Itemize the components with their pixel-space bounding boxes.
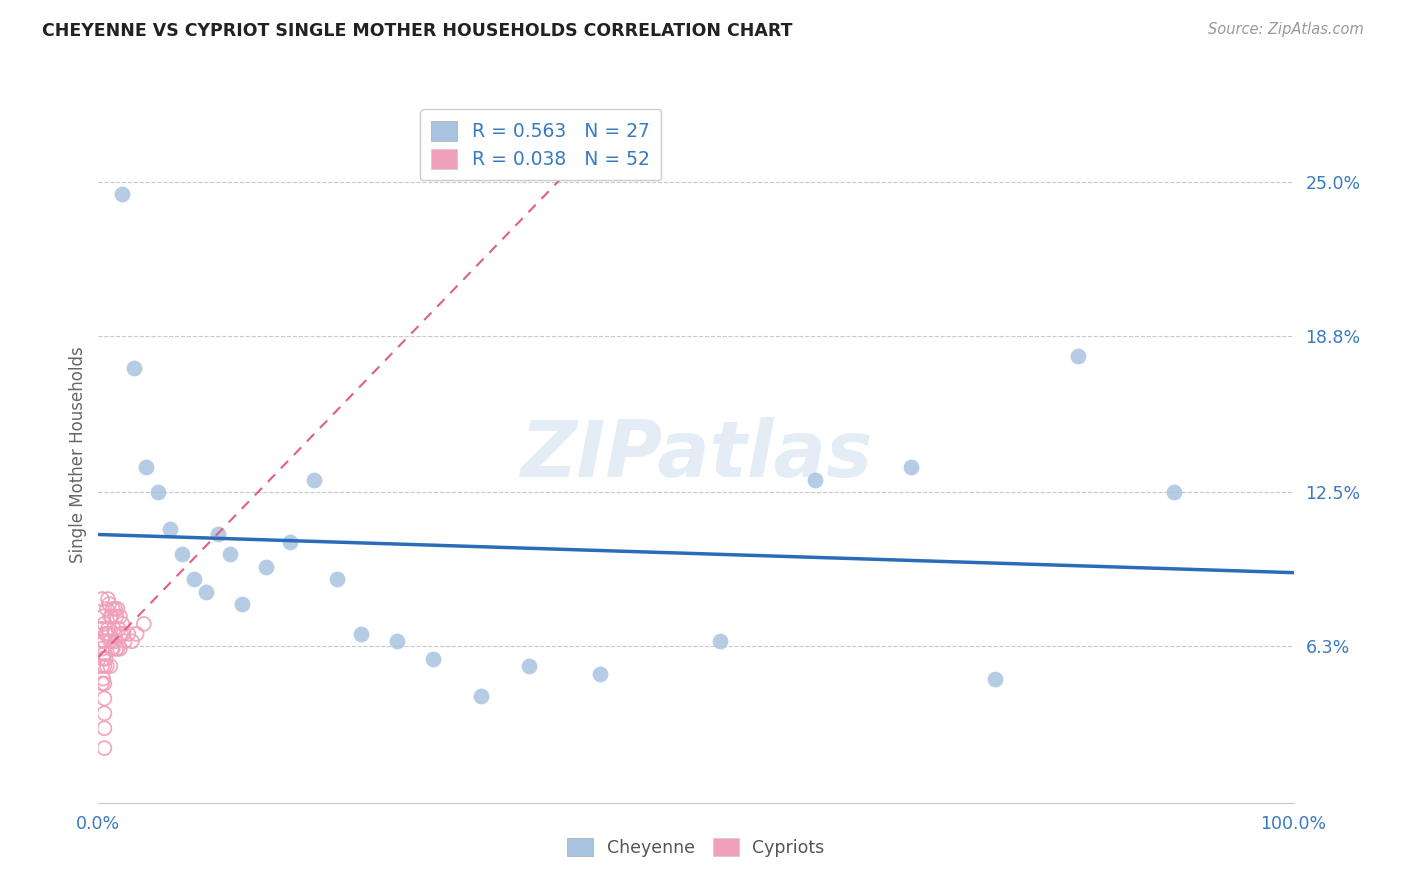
Point (350, 627, 373, 641)
Point (91, 659, 114, 673)
Point (93, 691, 115, 706)
Point (132, 616, 155, 631)
Point (101, 641, 124, 656)
Point (148, 485, 170, 500)
Point (709, 634, 731, 648)
Point (98, 609, 122, 624)
Y-axis label: Single Mother Households: Single Mother Households (69, 347, 87, 563)
Point (111, 616, 134, 631)
Point (98, 634, 122, 648)
Point (93, 616, 115, 631)
Legend: Cheyenne, Cypriots: Cheyenne, Cypriots (560, 831, 832, 863)
Point (93, 721, 115, 735)
Point (159, 523, 181, 537)
Point (98, 597, 121, 611)
Point (107, 622, 129, 636)
Point (1067, 349, 1090, 363)
Point (117, 627, 139, 641)
Point (96, 627, 118, 641)
Point (422, 651, 444, 665)
Point (207, 527, 229, 541)
Point (97, 622, 120, 636)
Point (219, 547, 242, 561)
Point (91, 651, 114, 665)
Point (517, 659, 540, 673)
Point (135, 460, 157, 475)
Point (93, 647, 115, 661)
Point (91, 634, 114, 648)
Point (93, 706, 115, 721)
Point (93, 741, 115, 756)
Point (101, 602, 124, 616)
Point (91, 641, 114, 656)
Text: ZIPatlas: ZIPatlas (520, 417, 872, 493)
Point (254, 559, 277, 574)
Point (91, 672, 114, 686)
Point (470, 689, 492, 703)
Point (104, 634, 127, 648)
Point (94, 627, 117, 641)
Point (98, 659, 122, 673)
Point (107, 641, 129, 656)
Point (100, 641, 122, 656)
Point (125, 627, 148, 641)
Point (91, 676, 114, 690)
Point (278, 535, 301, 549)
Point (104, 602, 127, 616)
Point (105, 641, 128, 656)
Point (114, 634, 136, 648)
Point (91, 622, 114, 636)
Point (93, 659, 115, 673)
Point (804, 473, 827, 487)
Point (112, 627, 135, 641)
Point (97, 592, 120, 607)
Point (103, 622, 125, 636)
Point (93, 634, 115, 648)
Point (91, 592, 114, 607)
Point (124, 361, 146, 376)
Point (96, 659, 118, 673)
Point (93, 676, 115, 690)
Point (96, 602, 118, 616)
Point (94, 651, 117, 665)
Point (91, 609, 114, 624)
Point (1163, 485, 1185, 500)
Point (98, 627, 121, 641)
Point (111, 187, 134, 202)
Point (231, 597, 253, 611)
Point (105, 609, 128, 624)
Point (194, 584, 217, 599)
Point (108, 641, 131, 656)
Point (385, 634, 409, 648)
Point (110, 627, 132, 641)
Point (983, 672, 1005, 686)
Point (172, 547, 194, 561)
Point (100, 609, 122, 624)
Text: CHEYENNE VS CYPRIOT SINGLE MOTHER HOUSEHOLDS CORRELATION CHART: CHEYENNE VS CYPRIOT SINGLE MOTHER HOUSEH… (42, 22, 793, 40)
Text: Source: ZipAtlas.com: Source: ZipAtlas.com (1208, 22, 1364, 37)
Point (900, 460, 922, 475)
Point (589, 666, 612, 681)
Point (183, 572, 205, 586)
Point (326, 572, 349, 586)
Point (121, 634, 143, 648)
Point (108, 609, 131, 624)
Point (302, 473, 325, 487)
Point (107, 602, 129, 616)
